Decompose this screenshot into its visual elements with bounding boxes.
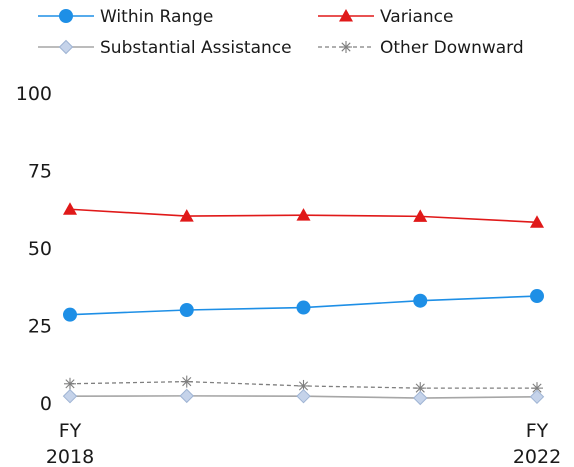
y-tick-label: 50 xyxy=(28,238,52,260)
data-point xyxy=(413,390,428,406)
legend-marker xyxy=(339,9,353,22)
data-point xyxy=(413,209,428,222)
legend-item-other-downward: Other Downward xyxy=(318,38,524,58)
legend-item-substantial-assistance: Substantial Assistance xyxy=(38,38,292,58)
x-axis: FY 2018 FY 2022 xyxy=(46,420,561,467)
data-point xyxy=(63,307,77,322)
y-tick-label: 100 xyxy=(16,83,52,105)
legend-label: Variance xyxy=(380,7,453,27)
legend-marker xyxy=(340,41,352,53)
data-point xyxy=(63,202,77,215)
y-axis: 0 25 50 75 100 xyxy=(16,83,52,415)
data-point xyxy=(531,382,543,395)
x-tick-label: FY xyxy=(59,420,82,442)
data-point xyxy=(296,388,311,404)
plot-area xyxy=(62,202,545,406)
series-other-downward xyxy=(64,375,543,395)
legend-item-variance: Variance xyxy=(318,7,453,27)
data-point xyxy=(296,208,311,221)
legend-item-within-range: Within Range xyxy=(38,7,213,27)
data-point xyxy=(179,388,194,404)
data-point xyxy=(296,300,311,315)
legend-label: Substantial Assistance xyxy=(100,38,292,58)
y-tick-label: 75 xyxy=(28,161,52,183)
legend-label: Within Range xyxy=(100,7,213,27)
legend-marker xyxy=(58,39,74,55)
x-tick-label: 2018 xyxy=(46,446,94,467)
series-within-range xyxy=(63,289,544,322)
data-point xyxy=(530,215,544,228)
legend: Within Range Variance Substantial Assistan… xyxy=(38,7,524,58)
y-tick-label: 0 xyxy=(40,393,52,415)
x-tick-label: FY xyxy=(526,420,549,442)
data-point xyxy=(62,388,78,404)
series-substantial-assistance xyxy=(62,388,545,406)
legend-label: Other Downward xyxy=(380,38,524,58)
x-tick-label: 2022 xyxy=(513,446,561,467)
y-tick-label: 25 xyxy=(28,316,52,338)
data-point xyxy=(180,375,193,388)
data-point xyxy=(414,382,427,395)
legend-marker xyxy=(59,9,73,23)
data-point xyxy=(64,377,76,390)
data-point xyxy=(530,289,544,304)
data-point xyxy=(529,389,545,405)
data-point xyxy=(413,293,428,308)
data-point xyxy=(179,303,194,317)
data-point xyxy=(179,209,194,222)
series-variance xyxy=(63,202,544,228)
